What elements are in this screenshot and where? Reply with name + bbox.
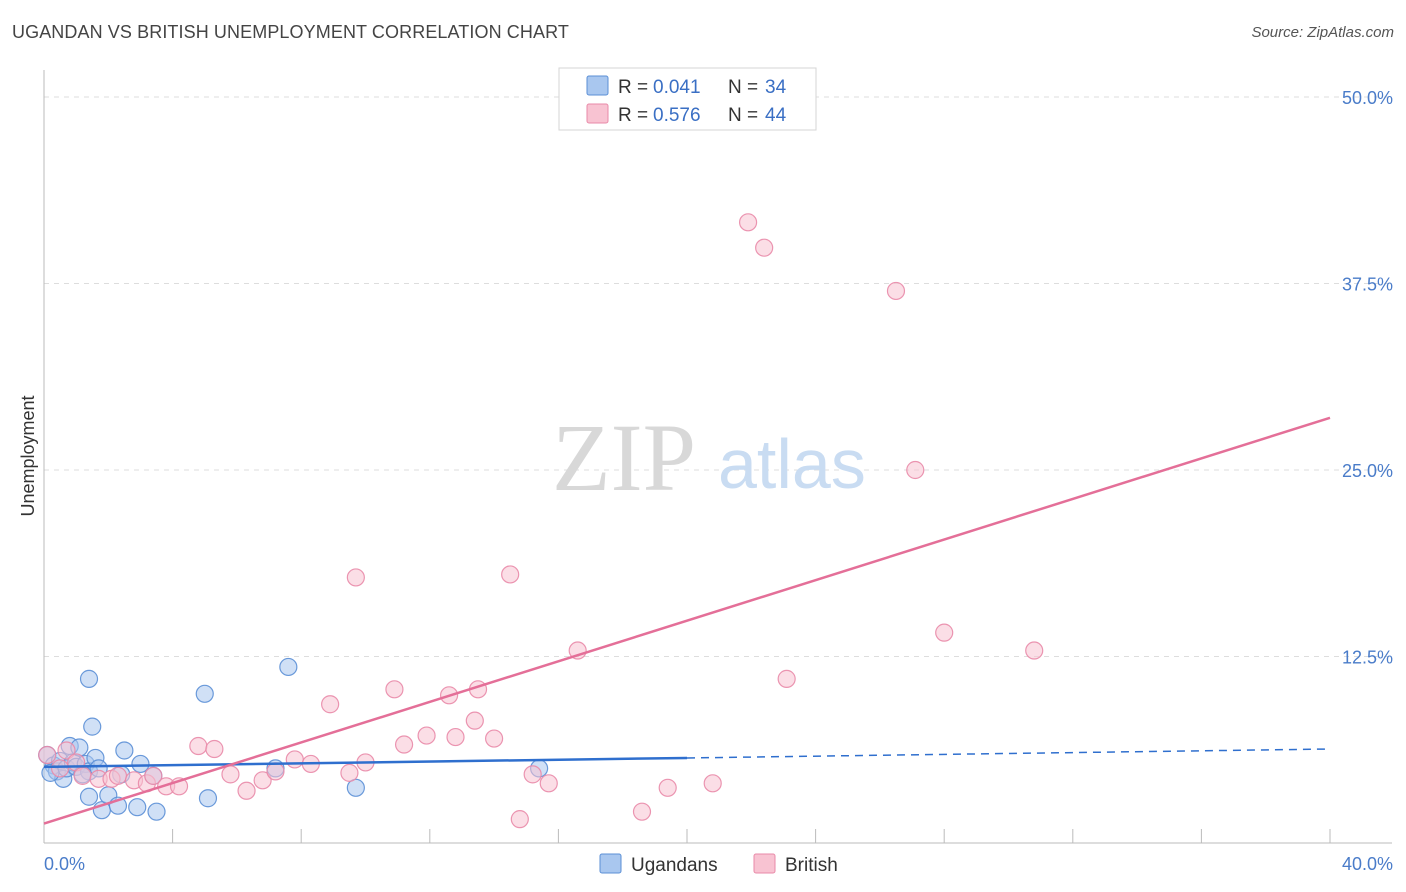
legend-row-british: R = 0.576 N = 44	[586, 103, 787, 126]
data-point	[38, 745, 57, 765]
correlation-legend: R = 0.041 N = 34 R = 0.576 N = 44	[558, 67, 817, 131]
data-point	[189, 736, 208, 756]
data-point	[253, 771, 272, 790]
axis-layer: 12.5% 25.0% 37.5% 50.0% 0.0% 40.0%	[43, 70, 1393, 874]
data-point	[394, 735, 414, 754]
legend-n-value: 34	[765, 77, 787, 98]
data-point	[115, 741, 134, 760]
data-point	[144, 766, 163, 785]
data-point	[658, 778, 677, 797]
data-point	[346, 568, 365, 587]
data-point	[108, 766, 128, 785]
series-ugandans-points	[38, 657, 549, 821]
data-point	[906, 460, 925, 480]
data-point	[738, 213, 758, 232]
series-british-points	[38, 213, 1044, 829]
data-point	[935, 623, 954, 642]
points-layer	[38, 213, 1044, 829]
watermark-zip: ZIP	[552, 404, 696, 511]
data-point	[385, 680, 404, 699]
data-point	[777, 669, 796, 688]
data-point	[205, 739, 224, 759]
data-point	[886, 281, 906, 301]
data-point	[485, 729, 504, 748]
chart-source: Source: ZipAtlas.com	[1251, 24, 1394, 41]
legend-r-value: 0.576	[653, 105, 701, 126]
data-point	[446, 727, 465, 747]
data-point	[755, 238, 774, 257]
y-tick-label: 12.5%	[1342, 648, 1393, 668]
data-point	[195, 684, 214, 703]
data-point	[539, 774, 558, 793]
legend-swatch-british	[586, 103, 609, 124]
chart-title: UGANDAN VS BRITISH UNEMPLOYMENT CORRELAT…	[12, 22, 569, 42]
legend-swatch-ugandans	[586, 75, 609, 96]
legend-n-label: N =	[728, 77, 758, 98]
series-legend-label-british: British	[785, 855, 838, 876]
legend-r-label: R =	[618, 105, 648, 126]
series-legend: Ugandans British	[599, 853, 838, 876]
x-tick-label: 40.0%	[1342, 854, 1393, 874]
y-tick-label: 50.0%	[1342, 88, 1393, 108]
data-point	[128, 798, 147, 817]
data-point	[510, 810, 529, 829]
data-point	[1025, 641, 1044, 660]
data-point	[465, 711, 484, 730]
data-point	[221, 765, 240, 784]
data-point	[57, 741, 76, 760]
trend-line-extension-ugandans	[686, 748, 1331, 759]
data-point	[266, 762, 285, 781]
data-point	[73, 766, 92, 785]
data-point	[237, 781, 256, 800]
trend-line-ugandans	[43, 756, 688, 769]
data-point	[147, 802, 166, 821]
data-point	[79, 669, 99, 688]
watermark: ZIP atlas	[552, 404, 866, 511]
data-point	[523, 765, 542, 784]
data-point	[198, 789, 218, 808]
data-point	[340, 763, 359, 782]
y-tick-label: 37.5%	[1342, 275, 1393, 295]
data-point	[417, 726, 436, 745]
legend-n-value: 44	[765, 105, 787, 126]
legend-r-value: 0.041	[653, 77, 701, 98]
data-point	[703, 774, 722, 793]
data-point	[279, 657, 298, 677]
data-point	[285, 750, 304, 769]
data-point	[50, 759, 70, 778]
trend-layer	[43, 416, 1331, 825]
data-point	[83, 717, 102, 736]
series-legend-swatch-british	[753, 853, 776, 874]
grid-layer	[44, 96, 1392, 657]
data-point	[79, 787, 99, 806]
data-point	[632, 802, 652, 821]
data-point	[321, 695, 340, 714]
trend-line-british	[43, 416, 1331, 825]
watermark-atlas: atlas	[718, 425, 866, 503]
series-legend-swatch-ugandans	[599, 853, 622, 874]
data-point	[131, 754, 150, 774]
legend-n-label: N =	[728, 105, 758, 126]
y-tick-label: 25.0%	[1342, 461, 1393, 481]
series-legend-label-ugandans: Ugandans	[631, 855, 718, 876]
x-tick-label: 0.0%	[44, 854, 85, 874]
y-axis-label: Unemployment	[18, 395, 38, 516]
legend-r-label: R =	[618, 77, 648, 98]
legend-row-ugandans: R = 0.041 N = 34	[586, 75, 787, 98]
data-point	[501, 565, 520, 584]
